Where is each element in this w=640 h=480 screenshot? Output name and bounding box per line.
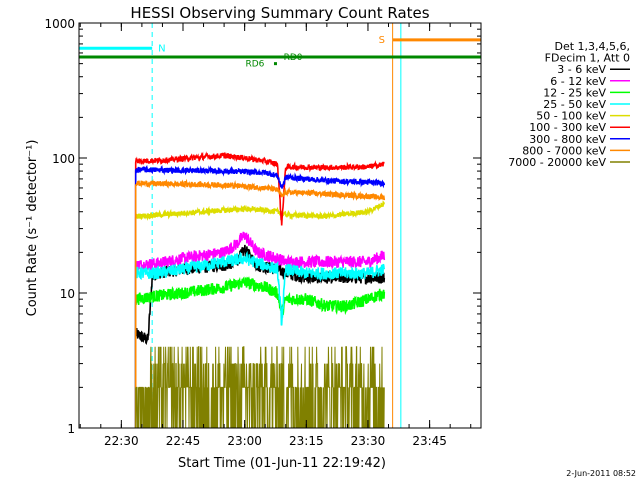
legend-label-5: 100 - 300 keV bbox=[529, 121, 606, 134]
y-axis-label: Count Rate (s⁻¹ detector⁻¹) bbox=[25, 140, 40, 317]
annotation-label-RD0: RD0 bbox=[284, 53, 303, 63]
legend-label-1: 6 - 12 keV bbox=[550, 75, 606, 88]
x-tick-label-2: 23:00 bbox=[227, 434, 262, 448]
series-line-8 bbox=[135, 346, 385, 429]
legend-label-8: 7000 - 20000 keV bbox=[508, 156, 606, 169]
legend-label-4: 50 - 100 keV bbox=[536, 110, 606, 123]
legend-header-1: FDecim 1, Att 0 bbox=[545, 52, 630, 65]
legend-label-7: 800 - 7000 keV bbox=[522, 144, 606, 157]
series-line-7 bbox=[134, 178, 386, 428]
annotation-label-S: S bbox=[379, 35, 385, 46]
x-tick-label-0: 22:30 bbox=[104, 434, 139, 448]
series-line-4 bbox=[134, 200, 386, 428]
legend-label-2: 12 - 25 keV bbox=[543, 86, 606, 99]
annotation-label-N: N bbox=[158, 43, 165, 54]
annotation-label-RD6: RD6 bbox=[245, 60, 264, 70]
chart-title: HESSI Observing Summary Count Rates bbox=[130, 4, 429, 22]
x-tick-label-4: 23:30 bbox=[351, 434, 386, 448]
series-line-5 bbox=[134, 151, 385, 428]
annotation-marker-RD6 bbox=[273, 62, 277, 66]
footer-date: 2-Jun-2011 08:52 bbox=[566, 469, 636, 478]
y-tick-label-0: 1 bbox=[67, 422, 75, 436]
legend-label-0: 3 - 6 keV bbox=[557, 63, 606, 76]
series-line-6 bbox=[134, 164, 386, 428]
series-line-3 bbox=[134, 250, 386, 428]
legend-label-6: 300 - 800 keV bbox=[529, 133, 606, 146]
legend: Det 1,3,4,5,6,FDecim 1, Att 03 - 6 keV6 … bbox=[508, 40, 630, 169]
x-tick-label-1: 22:45 bbox=[166, 434, 201, 448]
y-tick-label-3: 1000 bbox=[44, 17, 75, 31]
annotation-marker-RD0 bbox=[278, 55, 282, 59]
y-tick-label-2: 100 bbox=[52, 152, 75, 166]
x-tick-label-3: 23:15 bbox=[289, 434, 324, 448]
legend-label-3: 25 - 50 keV bbox=[543, 98, 606, 111]
legend-header-0: Det 1,3,4,5,6, bbox=[554, 40, 630, 53]
series-line-2 bbox=[134, 276, 386, 428]
plot-frame bbox=[78, 22, 482, 429]
x-tick-label-5: 23:45 bbox=[412, 434, 447, 448]
x-axis-label: Start Time (01-Jun-11 22:19:42) bbox=[178, 456, 386, 471]
y-tick-label-1: 10 bbox=[60, 287, 75, 301]
